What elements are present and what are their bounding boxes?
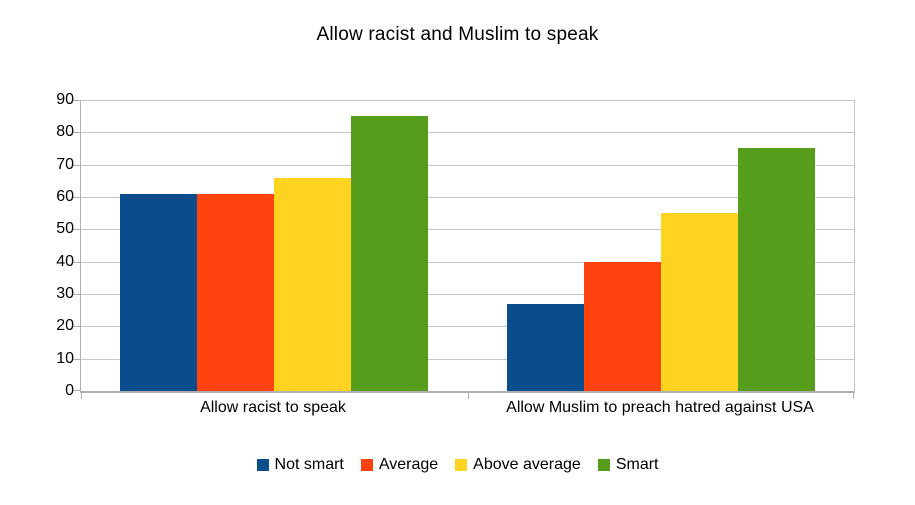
gridline-10 (81, 358, 854, 360)
y-tick-label: 60 (56, 188, 74, 205)
legend-label: Smart (615, 456, 659, 473)
gridline-70 (81, 164, 854, 166)
y-tick-label: 20 (56, 317, 74, 335)
bar-not-smart-1 (120, 194, 197, 391)
gridline-40 (81, 261, 854, 263)
bar-smart-2 (738, 148, 815, 391)
gridline-30 (81, 294, 854, 295)
bar-smart-1 (351, 116, 428, 391)
legend-item-not-smart: Not smart (256, 456, 344, 474)
chart-title: Allow racist and Muslim to speak (316, 24, 599, 45)
legend-label: Above average (473, 456, 581, 473)
legend-item-above-average: Above average (455, 456, 581, 474)
y-tick-90 (73, 100, 81, 101)
legend-swatch-above-average (455, 459, 468, 471)
y-tick-label: 30 (56, 285, 74, 302)
y-tick-label: 0 (65, 382, 74, 399)
y-tick-70 (73, 164, 81, 166)
y-tick-80 (73, 132, 81, 134)
y-tick-label: 80 (56, 123, 74, 141)
legend-label: Not smart (274, 456, 344, 473)
x-tick-2 (853, 393, 854, 399)
bar-above-average-2 (661, 213, 738, 391)
x-tick-0 (81, 393, 82, 399)
y-tick-30 (73, 294, 81, 295)
legend-swatch-smart (597, 459, 610, 471)
bar-not-smart-2 (507, 304, 584, 391)
y-tick-50 (73, 229, 81, 231)
x-category-label: Allow racist to speak (200, 399, 346, 416)
gridline-80 (81, 132, 854, 134)
y-tick-20 (73, 326, 81, 328)
y-tick-label: 10 (56, 349, 74, 367)
legend-swatch-not-smart (256, 459, 269, 471)
legend-item-average: Average (360, 456, 439, 474)
y-tick-label: 40 (56, 252, 74, 270)
y-tick-label: 50 (56, 220, 74, 238)
bar-average-1 (197, 194, 274, 391)
plot-area (73, 100, 855, 399)
x-tick-1 (468, 393, 469, 399)
gridline-90 (81, 100, 854, 101)
bar-above-average-1 (274, 178, 351, 391)
y-tick-60 (73, 197, 81, 198)
y-tick-label: 70 (56, 155, 74, 173)
y-tick-10 (73, 358, 81, 360)
x-category-label: Allow Muslim to preach hatred against US… (506, 399, 814, 416)
legend-item-smart: Smart (597, 456, 659, 474)
gridline-20 (81, 326, 854, 328)
gridline-60 (81, 197, 854, 198)
y-tick-label: 90 (56, 91, 74, 108)
legend-swatch-average (360, 459, 373, 471)
legend: Not smart Average Above average Smart (0, 456, 915, 474)
y-tick-40 (73, 261, 81, 263)
gridline-50 (81, 229, 854, 231)
legend-label: Average (378, 456, 439, 473)
y-tick-0 (73, 390, 81, 391)
bar-average-2 (584, 262, 661, 391)
